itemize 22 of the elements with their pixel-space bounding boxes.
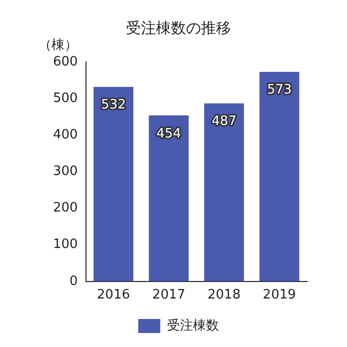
y-tick-label: 300 — [52, 164, 78, 180]
y-tick-label: 100 — [52, 237, 78, 252]
data-label: 532 — [101, 98, 126, 113]
x-tick-label: 2019 — [262, 288, 296, 303]
y-tick-label: 600 — [52, 54, 78, 70]
bar — [204, 103, 244, 282]
legend-label: 受注棟数 — [166, 318, 219, 334]
data-label: 454 — [156, 126, 182, 142]
y-axis-title: （棟） — [38, 38, 78, 53]
x-tick-label: 2018 — [208, 288, 241, 303]
data-label: 487 — [212, 114, 236, 130]
y-tick-label: 0 — [70, 274, 78, 289]
x-tick-label: 2016 — [96, 288, 130, 303]
y-tick-label: 200 — [52, 200, 78, 216]
bar — [94, 86, 134, 282]
y-tick-label: 400 — [52, 128, 78, 143]
data-label: 573 — [266, 82, 292, 98]
chart-title: 受注棟数の推移 — [126, 18, 231, 37]
bar — [148, 115, 189, 282]
x-tick-label: 2017 — [152, 288, 186, 303]
bar — [259, 72, 300, 282]
y-tick-label: 500 — [52, 90, 78, 106]
